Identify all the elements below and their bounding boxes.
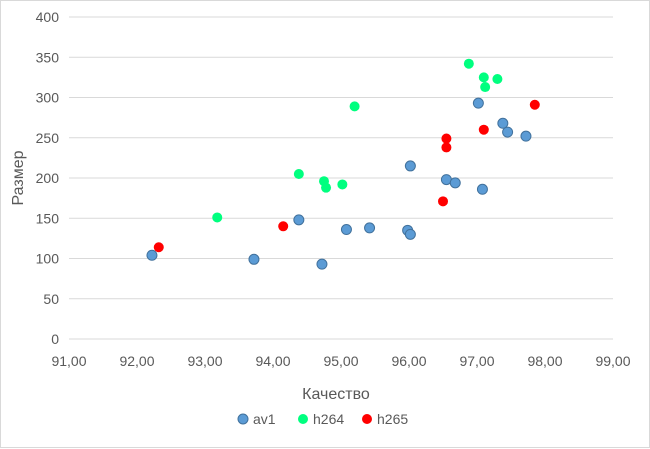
y-tick-labels: 0 50 100 150 200 250 300 350 400 <box>36 9 60 347</box>
y-tick-label: 400 <box>36 9 60 25</box>
data-point <box>212 212 223 223</box>
series-h265 <box>153 99 540 253</box>
data-point <box>463 58 474 69</box>
data-point <box>492 73 503 84</box>
data-point <box>520 130 532 142</box>
data-point <box>278 221 289 232</box>
legend-marker <box>298 414 308 424</box>
x-axis-title: Качество <box>302 386 370 403</box>
legend-label: h264 <box>313 411 344 427</box>
data-point <box>337 179 348 190</box>
series-av1 <box>146 97 532 270</box>
x-tick-label: 97,00 <box>459 353 494 369</box>
legend-label: h265 <box>377 411 408 427</box>
x-tick-labels: 91,00 92,00 93,00 94,00 95,00 96,00 97,00 98,00… <box>51 353 630 369</box>
data-point <box>438 196 448 207</box>
y-tick-label: 150 <box>36 210 60 226</box>
legend-label: av1 <box>253 411 276 427</box>
data-point <box>248 253 260 265</box>
x-tick-label: 98,00 <box>527 353 562 369</box>
data-point <box>441 142 452 153</box>
x-tick-label: 99,00 <box>595 353 630 369</box>
x-tick-label: 93,00 <box>187 353 222 369</box>
data-point <box>497 117 509 129</box>
x-tick-label: 96,00 <box>391 353 426 369</box>
legend: av1 h264 h265 <box>237 411 408 427</box>
data-point <box>316 258 328 270</box>
data-point <box>153 242 164 253</box>
y-tick-label: 100 <box>36 251 60 267</box>
y-axis-title: Размер <box>10 150 27 205</box>
data-point <box>321 182 332 193</box>
y-tick-label: 0 <box>51 331 59 347</box>
data-point <box>293 214 305 226</box>
data-points <box>146 58 540 270</box>
data-point <box>478 72 489 83</box>
legend-marker <box>237 413 249 425</box>
y-tick-label: 50 <box>43 291 59 307</box>
data-point <box>293 168 304 179</box>
data-point <box>529 99 540 110</box>
data-point <box>441 133 452 144</box>
data-point <box>472 97 484 109</box>
data-point <box>449 177 461 189</box>
y-tick-label: 200 <box>36 170 60 186</box>
y-tick-label: 300 <box>36 90 60 106</box>
data-point <box>502 126 514 138</box>
legend-marker <box>362 414 372 424</box>
grid-lines <box>69 16 613 340</box>
data-point <box>340 224 352 236</box>
data-point <box>364 222 376 234</box>
data-point <box>480 82 491 93</box>
data-point <box>404 160 416 172</box>
data-point <box>146 249 158 261</box>
y-tick-label: 350 <box>36 49 60 65</box>
x-tick-label: 95,00 <box>323 353 358 369</box>
series-h264 <box>212 58 503 223</box>
data-point <box>404 228 416 240</box>
data-point <box>478 124 489 135</box>
x-tick-label: 91,00 <box>51 353 86 369</box>
data-point <box>476 183 488 195</box>
x-tick-label: 94,00 <box>255 353 290 369</box>
data-point <box>349 101 360 112</box>
x-tick-label: 92,00 <box>119 353 154 369</box>
y-tick-label: 250 <box>36 130 60 146</box>
